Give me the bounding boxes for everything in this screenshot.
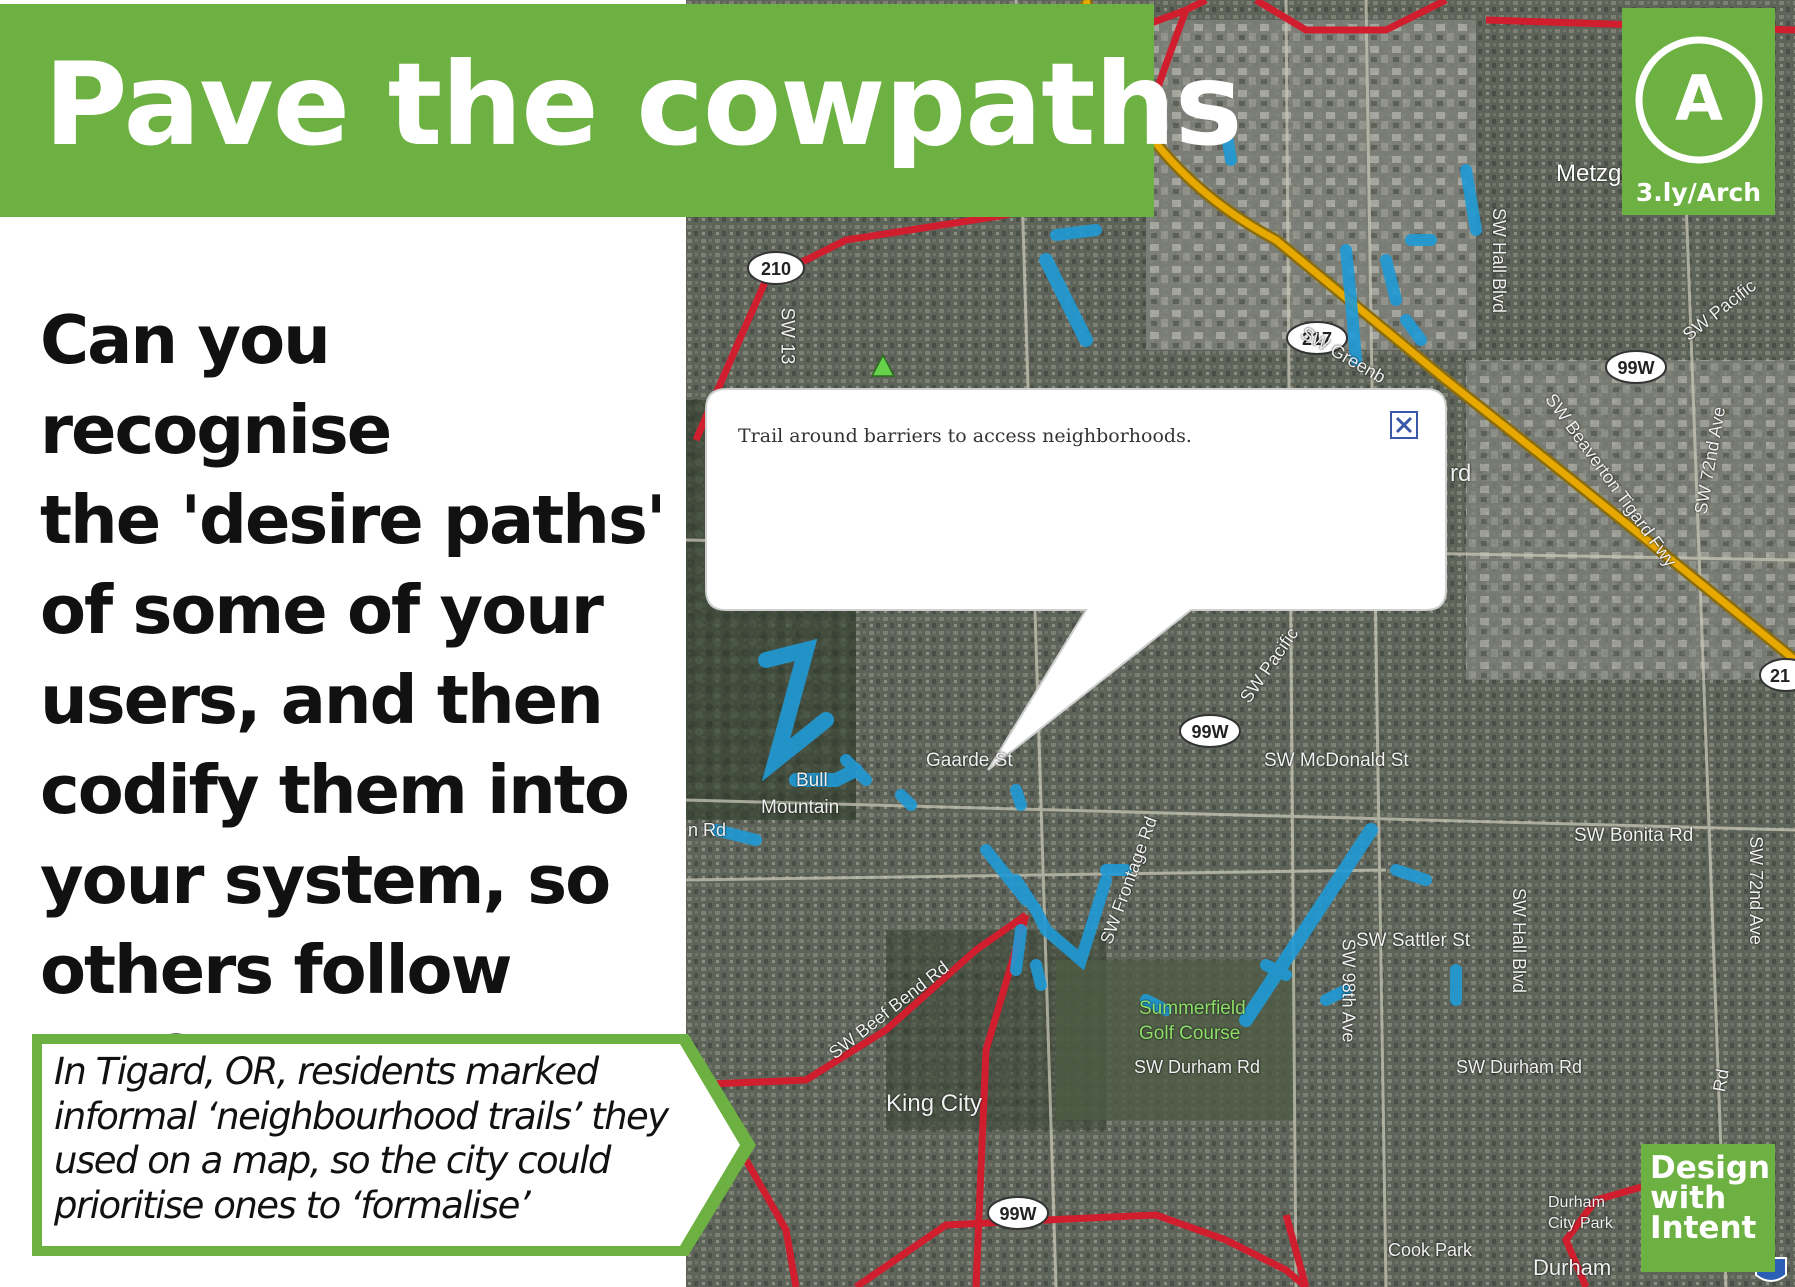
label-sw-durham-west: SW Durham Rd [1134, 1057, 1260, 1078]
label-sw-durham-east: SW Durham Rd [1456, 1057, 1582, 1078]
badge-letter: A [1652, 62, 1746, 135]
question-line: codify them into [40, 745, 680, 835]
label-king-city: King City [886, 1090, 982, 1118]
caption-line: used on a map, so the city could [54, 1139, 744, 1184]
label-sw-72nd-south: SW 72nd Ave [1745, 836, 1766, 945]
label-durham: Durham [1533, 1255, 1611, 1281]
label-tigard-rd: rd [1450, 460, 1471, 488]
logo-line-intent: Intent [1650, 1212, 1756, 1244]
label-metzger: Metzg [1556, 160, 1621, 188]
question-line: the 'desire paths' [40, 475, 680, 565]
shield-99w-sw-label: 99W [999, 1204, 1036, 1224]
label-durham-city-park-1: Durham [1548, 1194, 1605, 1212]
label-summerfield: Summerfield [1139, 998, 1246, 1020]
label-sw-hall-south: SW Hall Blvd [1508, 888, 1529, 993]
question-line: your system, so [40, 835, 680, 925]
label-sw-bonita: SW Bonita Rd [1574, 825, 1693, 847]
caption-text: In Tigard, OR, residents marked informal… [54, 1050, 744, 1228]
shield-99w-mid-label: 99W [1191, 722, 1228, 742]
question-line: of some of your [40, 565, 680, 655]
question-line: Can you recognise [40, 295, 680, 475]
label-gaarde: Gaarde St [926, 750, 1013, 772]
question-text: Can you recognise the 'desire paths' of … [40, 295, 680, 1105]
label-bull-mountain-1: Bull [796, 770, 828, 792]
label-rd-right: Rd [1709, 1067, 1734, 1093]
shield-210-label: 210 [761, 259, 791, 279]
label-sw-98th: SW 98th Ave [1337, 939, 1358, 1043]
question-line: users, and then [40, 655, 680, 745]
caption-line: prioritise ones to ‘formalise’ [54, 1184, 744, 1229]
label-sw-13: SW 13 [776, 307, 798, 364]
popup-text: Trail around barriers to access neighbor… [738, 425, 1192, 447]
label-bull-mountain-2: Mountain [761, 797, 839, 819]
badge-link[interactable]: 3.ly/Arch [1622, 178, 1775, 207]
label-golf-course: Golf Course [1139, 1023, 1240, 1045]
caption-line: In Tigard, OR, residents marked [54, 1050, 744, 1095]
popup-close-button[interactable] [1391, 412, 1417, 438]
label-sw-sattler: SW Sattler St [1356, 930, 1470, 952]
label-sw-mcdonald: SW McDonald St [1264, 750, 1409, 772]
label-rd-left: n Rd [688, 820, 726, 841]
caption-line: informal ‘neighbourhood trails’ they [54, 1095, 744, 1140]
label-durham-city-park-2: City Park [1548, 1215, 1613, 1233]
slide-title: Pave the cowpaths [44, 38, 1242, 171]
label-cook-park: Cook Park [1388, 1240, 1472, 1261]
label-sw-hall-north: SW Hall Blvd [1488, 208, 1509, 313]
shield-99w-ne-label: 99W [1617, 358, 1654, 378]
shield-217-edge-label: 21 [1770, 666, 1790, 686]
